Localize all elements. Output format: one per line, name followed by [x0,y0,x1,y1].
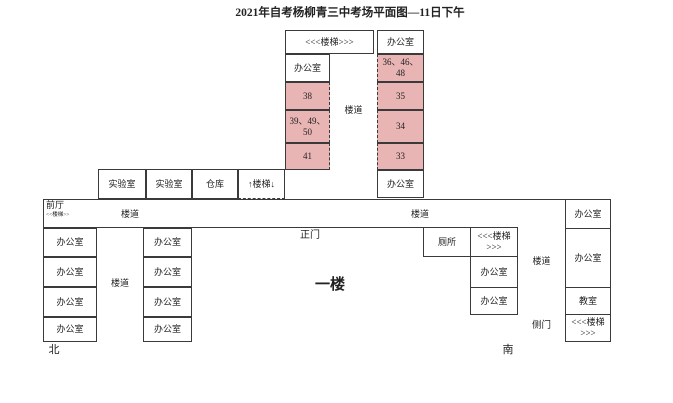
f2-exam-room-36-46-48: 36、46、48 [377,54,424,82]
f1-office-mid-1: 办公室 [470,256,518,288]
f1-office-b3: 办公室 [143,287,192,317]
f1-corridor-mid-label: 楼道 [110,278,129,288]
f1-corridor-south-label: 楼道 [532,256,551,266]
f2-lab-1: 实验室 [98,169,146,199]
f1-office-a4: 办公室 [43,317,97,342]
f1-corridor-west-label: 楼道 [120,209,139,219]
f1-side-gate-label: 侧门 [531,321,551,331]
f2-exam-room-39-49-50: 39、49、50 [285,110,330,143]
compass-south-label: 南 [502,344,514,356]
f1-stair-ne: <<<楼梯>>> [470,227,518,257]
f2-exam-room-34: 34 [377,110,424,143]
f1-corridor-south-wall [43,227,424,228]
f2-office-left: 办公室 [285,54,330,82]
f2-exam-room-41: 41 [285,143,330,170]
f1-front-hall-label: 前厅 [46,200,65,210]
f1-stair-se: <<<楼梯>>> [565,314,611,342]
f2-corridor-label: 楼道 [344,105,363,115]
page-title: 2021年自考杨柳青三中考场平面图—11日下午 [235,7,465,19]
f2-warehouse: 仓库 [192,169,238,199]
f2-lab-2: 实验室 [146,169,192,199]
f2-exam-room-35: 35 [377,82,424,110]
f1-office-a3: 办公室 [43,287,97,317]
f1-office-east-2: 办公室 [565,228,611,288]
f2-office-bottom-right: 办公室 [377,170,424,198]
f1-office-a2: 办公室 [43,257,97,287]
compass-north-label: 北 [48,344,60,356]
f1-floor-name-label: 一楼 [314,277,345,293]
f1-office-b2: 办公室 [143,257,192,287]
f1-north-wall [43,199,565,200]
f1-office-a1: 办公室 [43,228,97,257]
f1-classroom: 教室 [565,287,611,315]
f1-west-wall [43,199,44,228]
f2-exam-room-38: 38 [285,82,330,110]
f1-office-b4: 办公室 [143,317,192,342]
f2-office-top-right: 办公室 [377,30,424,54]
f2-stair-top: <<<楼梯>>> [285,30,374,54]
f1-front-hall-stair-note: <<楼梯>> [46,212,70,218]
f1-office-mid-2: 办公室 [470,287,518,315]
f1-office-b1: 办公室 [143,228,192,257]
f1-main-gate-label: 正门 [300,230,320,241]
f2-stair-mid: ↑楼梯↓ [238,169,285,199]
f2-exam-room-33: 33 [377,143,424,170]
f1-toilet: 厕所 [423,227,471,257]
f1-office-east-1: 办公室 [565,199,611,229]
f1-corridor-east-label: 楼道 [410,209,429,219]
